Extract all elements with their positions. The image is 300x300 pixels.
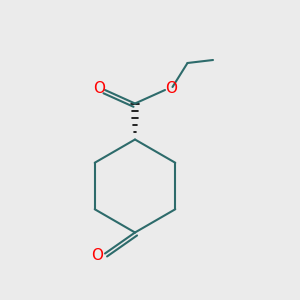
Text: O: O xyxy=(92,248,104,262)
Text: O: O xyxy=(165,81,177,96)
Text: O: O xyxy=(93,81,105,96)
